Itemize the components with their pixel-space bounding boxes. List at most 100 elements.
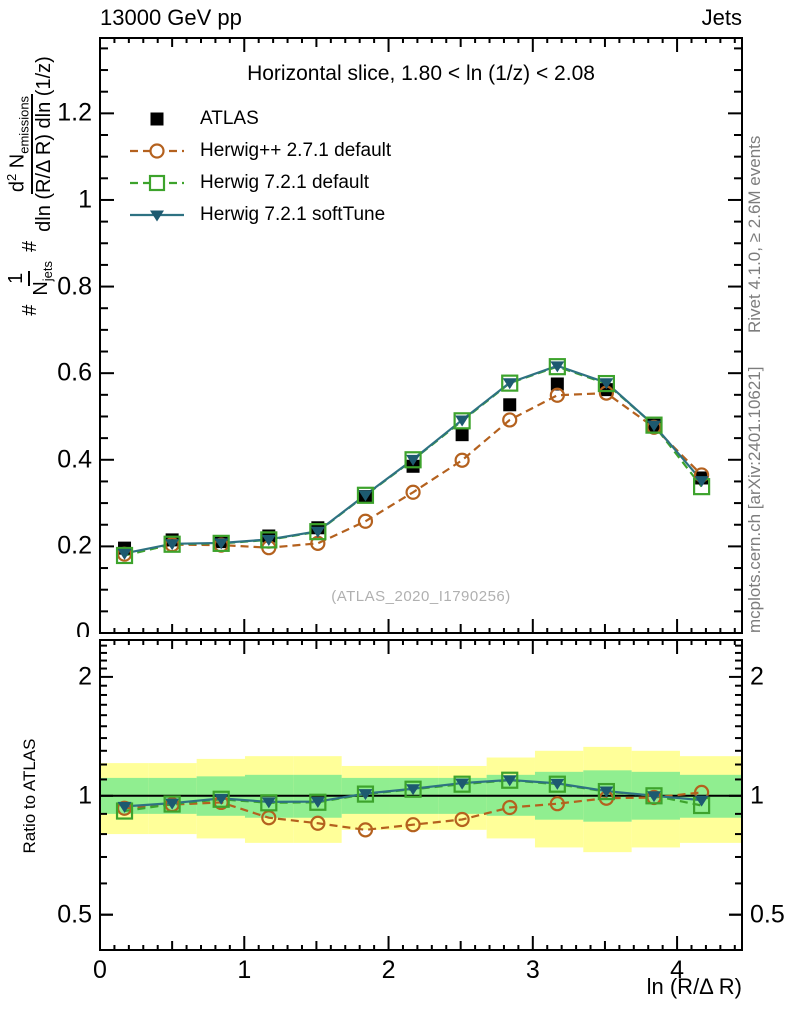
marker-circle-open — [549, 796, 565, 812]
ratio-tick-label-left: 1 — [78, 781, 92, 810]
x-tick-label: 0 — [93, 956, 107, 984]
legend-item-herwigpp: Herwig++ 2.7.1 default — [128, 135, 391, 167]
marker-triangle-down — [646, 420, 661, 432]
marker-square-filled — [550, 377, 564, 391]
marker-circle-open — [405, 817, 421, 833]
hash-symbol: # — [18, 304, 41, 316]
legend-marker-herwig-softtune-icon — [130, 210, 184, 222]
marker-circle-open — [310, 815, 326, 831]
marker-triangle-down — [502, 378, 517, 390]
marker-square-open — [356, 785, 375, 803]
rivet-version-note: Rivet 4.1.0, ≥ 2.6M events — [745, 135, 764, 333]
marker-circle-open — [454, 811, 470, 828]
legend-marker — [150, 210, 164, 222]
marker-circle-open — [357, 822, 374, 838]
marker-triangle-down — [550, 361, 565, 373]
marker-triangle-down — [165, 539, 180, 551]
x-tick-label: 4 — [670, 956, 685, 984]
marker-triangle-down — [455, 778, 470, 790]
marker-circle-open — [357, 513, 374, 529]
marker-circle-open — [502, 799, 518, 816]
marker-triangle-down — [502, 775, 517, 787]
y-axis-zero-label: 0 — [76, 620, 90, 637]
legend-marker-herwigpp-icon — [130, 143, 184, 159]
marker-square-open — [453, 775, 471, 793]
y-tick-label: 1 — [78, 185, 92, 214]
marker-triangle-down — [214, 538, 229, 550]
legend-label: Herwig++ 2.7.1 default — [200, 140, 392, 161]
marker-square-open — [356, 486, 375, 504]
hash-symbol: # — [18, 240, 41, 252]
marker-triangle-down — [117, 801, 132, 813]
y-tick-label: 0.8 — [57, 272, 92, 301]
ratio-tick-label-right: 2 — [750, 662, 764, 691]
legend-label: ATLAS — [200, 108, 259, 129]
marker-square-open — [163, 535, 181, 553]
x-tick-label: 1 — [237, 956, 252, 984]
marker-square-open — [548, 775, 566, 793]
plot-title: Horizontal slice, 1.80 < ln (1/z) < 2.08 — [247, 62, 595, 85]
marker-square-filled — [503, 398, 517, 412]
series-line — [124, 391, 703, 556]
y-tick-label: 0.6 — [57, 358, 92, 387]
marker-triangle-down — [694, 795, 709, 807]
legend-item-atlas: ATLAS — [128, 103, 391, 135]
marker-triangle-down — [165, 798, 180, 810]
y-tick-label: 0.2 — [57, 531, 92, 560]
legend-marker — [150, 112, 164, 126]
marker-square-open — [309, 793, 327, 811]
y-tick-label: 1.2 — [57, 98, 92, 127]
legend: ATLAS Herwig++ 2.7.1 default Herwig 7.2.… — [128, 103, 391, 231]
main-panel-frame — [99, 37, 743, 634]
marker-triangle-down — [358, 789, 373, 801]
ratio-tick-label-right: 1 — [750, 781, 764, 810]
marker-square-open — [404, 780, 422, 798]
legend-label: Herwig 7.2.1 softTune — [200, 204, 386, 225]
marker-triangle-down — [646, 791, 661, 803]
marker-square-open — [212, 534, 230, 552]
legend-label: Herwig 7.2.1 default — [200, 172, 369, 193]
ratio-tick-label-left: 0.5 — [57, 900, 92, 929]
legend-marker-herwig-default-icon — [130, 174, 184, 192]
marker-square-open — [645, 787, 663, 805]
analysis-id-watermark: (ATLAS_2020_I1790256) — [331, 588, 511, 605]
marker-square-filled — [455, 428, 469, 442]
x-axis-label: ln (R/Δ R) — [646, 974, 742, 999]
y-axis-label: # 1 Njets # d2 Nemissions dln (R/Δ R) dl… — [0, 17, 65, 353]
marker-triangle-down — [310, 526, 325, 538]
ratio-tick-label-left: 2 — [78, 662, 92, 691]
marker-circle-open — [502, 412, 518, 428]
analysis-group-label: Jets — [701, 5, 742, 30]
marker-triangle-down — [694, 476, 709, 488]
marker-square-open — [212, 790, 230, 808]
ratio-tick-label-right: 0.5 — [750, 900, 785, 929]
legend-item-herwig-default: Herwig 7.2.1 default — [128, 167, 391, 199]
marker-triangle-down — [406, 454, 421, 466]
marker-square-open — [309, 523, 327, 541]
marker-square-open — [404, 451, 422, 469]
marker-square-open — [548, 358, 566, 376]
one-over-njets-fraction: 1 Njets — [5, 260, 55, 296]
marker-square-open — [260, 531, 278, 549]
marker-square-open — [260, 794, 278, 812]
legend-marker — [149, 143, 165, 159]
mcplots-reference-note: mcplots.cern.ch [arXiv:2401.10621] — [745, 366, 764, 633]
marker-triangle-down — [550, 778, 565, 790]
legend-marker — [148, 174, 166, 192]
marker-square-open — [501, 771, 519, 789]
marker-square-open — [163, 795, 181, 813]
marker-square-open — [597, 782, 615, 801]
marker-triangle-down — [599, 786, 614, 798]
marker-triangle-down — [358, 490, 373, 502]
marker-triangle-down — [117, 548, 132, 560]
marker-triangle-down — [455, 415, 470, 427]
beam-energy-label: 13000 GeV pp — [100, 5, 242, 30]
marker-triangle-down — [406, 784, 421, 796]
legend-item-herwig-softtune: Herwig 7.2.1 softTune — [128, 199, 391, 231]
legend-marker-atlas-icon — [150, 112, 164, 126]
marker-square-open — [453, 412, 471, 430]
ratio-axis-label: Ratio to ATLAS — [20, 738, 39, 854]
marker-square-open — [597, 374, 615, 393]
marker-circle-open — [549, 387, 565, 403]
